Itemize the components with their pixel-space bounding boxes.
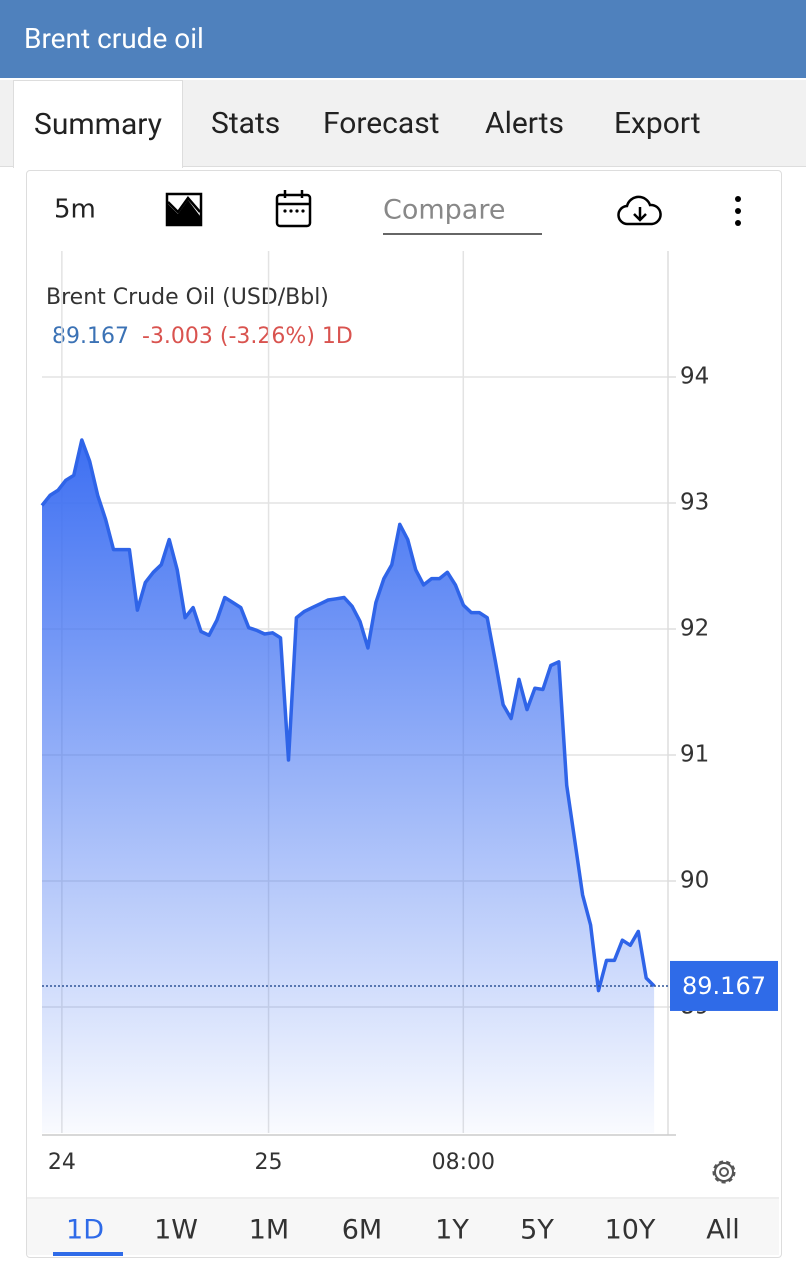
- tab[interactable]: Summary: [13, 80, 183, 168]
- last-value-label: 89.167: [682, 972, 766, 1000]
- download-icon[interactable]: [617, 195, 662, 226]
- calendar-icon[interactable]: [275, 190, 312, 228]
- y-tick-label: 91: [680, 742, 709, 768]
- header: Brent crude oil: [0, 0, 806, 78]
- tab[interactable]: Forecast: [323, 106, 440, 141]
- chart-type-icon[interactable]: [165, 192, 203, 227]
- last-value-box: [670, 960, 778, 1011]
- line: [40, 438, 656, 993]
- compare-input[interactable]: Compare: [383, 195, 505, 226]
- range-button[interactable]: All: [706, 1215, 739, 1246]
- y-tick-label: 94: [680, 364, 709, 390]
- last-value: 89.167: [52, 324, 129, 349]
- area: [42, 440, 655, 1133]
- tab-bar: Summary Stats Forecast Alerts Export: [0, 80, 806, 168]
- x-tick-label: 08:00: [432, 1150, 495, 1175]
- settings-icon[interactable]: [712, 1160, 736, 1184]
- active-range-underline: [53, 1252, 123, 1256]
- range-button[interactable]: 10Y: [605, 1215, 656, 1246]
- tab[interactable]: Stats: [211, 106, 281, 141]
- chart-title: Brent Crude Oil (USD/Bbl): [46, 285, 329, 310]
- range-button[interactable]: 1M: [249, 1215, 289, 1246]
- header-title: Brent crude oil: [24, 22, 204, 55]
- y-tick-label: 93: [680, 490, 709, 516]
- tab[interactable]: Alerts: [485, 106, 564, 141]
- range-button[interactable]: 5Y: [520, 1215, 554, 1246]
- range-button[interactable]: 1W: [154, 1215, 198, 1246]
- range-button[interactable]: 1D: [66, 1215, 104, 1246]
- tab[interactable]: Export: [614, 106, 701, 141]
- x-tick-label: 24: [48, 1150, 76, 1175]
- more-menu[interactable]: [735, 196, 741, 226]
- y-tick-label: 92: [680, 616, 709, 642]
- range-button[interactable]: 6M: [342, 1215, 382, 1246]
- x-tick-label: 25: [255, 1150, 283, 1175]
- range-button[interactable]: 1Y: [435, 1215, 469, 1246]
- y-tick-label: 90: [680, 868, 709, 894]
- change: -3.003 (-3.26%) 1D: [142, 324, 353, 349]
- range-bar: [27, 1199, 779, 1255]
- interval[interactable]: 5m: [54, 195, 96, 225]
